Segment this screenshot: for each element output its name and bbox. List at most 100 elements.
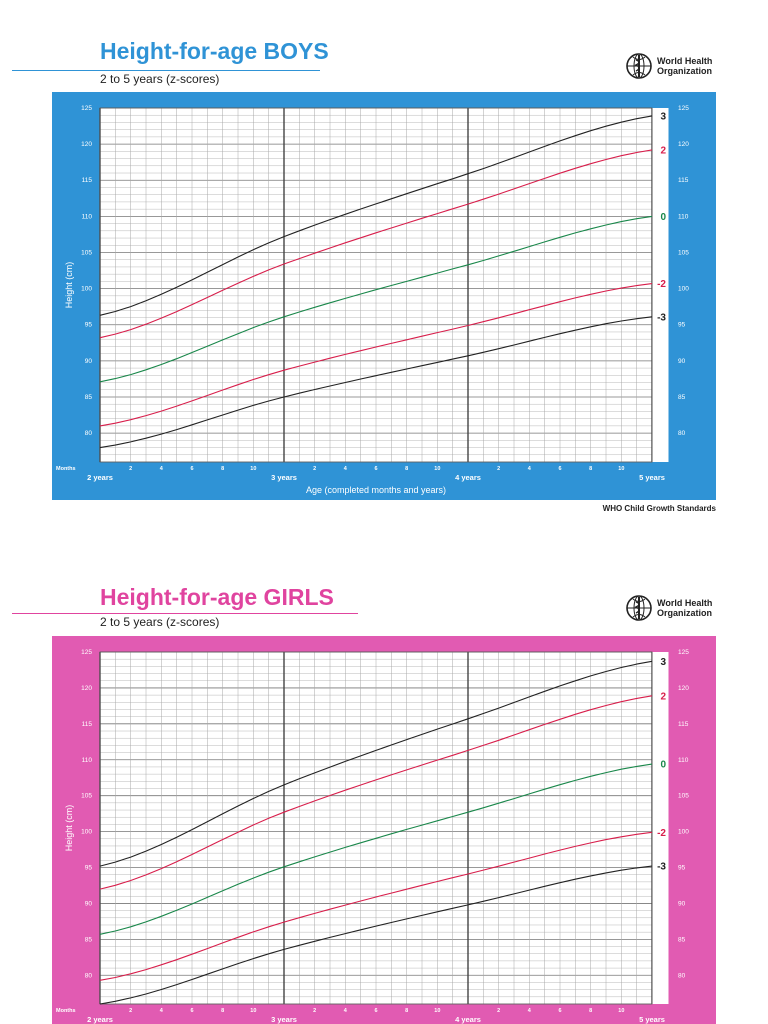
- girls-x-month-tick: 10: [618, 1008, 624, 1014]
- girls-series-label-z0: 0: [660, 760, 666, 771]
- girls-y-tick-left: 85: [85, 936, 93, 943]
- girls-y-tick-right: 105: [678, 793, 689, 800]
- boys-y-tick-left: 100: [81, 286, 92, 293]
- boys-x-month-tick: 4: [344, 466, 348, 472]
- boys-x-month-tick: 2: [497, 466, 500, 472]
- boys-footer: WHO Child Growth Standards: [602, 504, 716, 513]
- boys-y-tick-right: 125: [678, 105, 689, 112]
- boys-chart-panel: 80 80 85 85 90 90 95 95 100 100 105 105 110 110 115 115…: [52, 92, 716, 500]
- girls-x-month-tick: 10: [250, 1008, 256, 1014]
- girls-x-year-tick: 2 years: [87, 1015, 113, 1024]
- who-name-line1: World Health: [657, 56, 713, 66]
- girls-y-tick-left: 80: [85, 972, 93, 979]
- girls-x-month-tick: 6: [190, 1008, 193, 1014]
- boys-series-label-z-3: -3: [657, 312, 666, 323]
- boys-label-strip: [652, 108, 669, 462]
- girls-x-month-tick: 8: [589, 1008, 592, 1014]
- girls-y-tick-right: 125: [678, 649, 689, 656]
- girls-y-tick-left: 125: [81, 649, 92, 656]
- who-name-line2: Organization: [657, 66, 713, 76]
- boys-y-tick-right: 95: [678, 322, 686, 329]
- boys-y-tick-left: 85: [85, 394, 93, 401]
- boys-y-axis-label: Height (cm): [64, 262, 74, 309]
- boys-x-axis-label: Age (completed months and years): [306, 485, 446, 495]
- boys-y-tick-left: 125: [81, 105, 92, 112]
- girls-curve-z0: [99, 763, 653, 935]
- girls-y-tick-right: 95: [678, 865, 686, 872]
- girls-x-month-tick: 8: [405, 1008, 408, 1014]
- girls-x-month-tick: 8: [221, 1008, 224, 1014]
- boys-x-month-tick: 4: [160, 466, 164, 472]
- boys-x-month-tick: 6: [558, 466, 561, 472]
- girls-y-axis-label: Height (cm): [64, 805, 74, 852]
- boys-x-month-tick: 10: [250, 466, 256, 472]
- girls-series-label-z-3: -3: [657, 862, 666, 873]
- who-emblem-icon: [626, 53, 652, 79]
- girls-y-tick-left: 105: [81, 793, 92, 800]
- boys-y-tick-right: 100: [678, 286, 689, 293]
- boys-x-year-tick: 4 years: [455, 473, 481, 482]
- boys-y-tick-left: 115: [82, 177, 93, 184]
- boys-subtitle: 2 to 5 years (z-scores): [100, 72, 220, 86]
- boys-y-tick-right: 80: [678, 430, 686, 437]
- boys-x-month-tick: 10: [618, 466, 624, 472]
- boys-y-tick-right: 85: [678, 394, 686, 401]
- girls-y-tick-left: 95: [85, 865, 93, 872]
- boys-x-month-tick: 6: [190, 466, 193, 472]
- girls-x-year-tick: 4 years: [455, 1015, 481, 1024]
- girls-series-label-z2: 2: [660, 691, 666, 702]
- boys-x-year-tick: 3 years: [271, 473, 297, 482]
- who-name-line1: World Health: [657, 598, 713, 608]
- girls-title: Height-for-age GIRLS: [100, 584, 334, 610]
- girls-y-tick-right: 120: [678, 685, 689, 692]
- boys-x-month-tick: 10: [434, 466, 440, 472]
- boys-y-tick-right: 120: [678, 141, 689, 148]
- girls-who-logo: World Health Organization: [625, 594, 712, 622]
- boys-x-month-tick: 4: [528, 466, 532, 472]
- girls-x-month-tick: 4: [528, 1008, 532, 1014]
- boys-plot-border: [99, 107, 653, 463]
- girls-y-tick-right: 90: [678, 900, 686, 907]
- girls-series-label-z-2: -2: [657, 828, 666, 839]
- boys-x-month-tick: 8: [589, 466, 592, 472]
- girls-x-month-tick: 4: [344, 1008, 348, 1014]
- girls-y-tick-left: 120: [81, 685, 92, 692]
- boys-curve-z0: [99, 215, 653, 383]
- girls-y-tick-left: 115: [82, 721, 93, 728]
- boys-curve-z3: [99, 115, 653, 316]
- girls-y-tick-right: 85: [678, 936, 686, 943]
- who-name: World Health Organization: [657, 56, 712, 76]
- boys-x-month-tick: 8: [221, 466, 224, 472]
- boys-months-label: Months: [56, 466, 76, 472]
- girls-x-month-tick: 10: [434, 1008, 440, 1014]
- girls-x-month-tick: 4: [160, 1008, 164, 1014]
- girls-curve-z3: [99, 660, 653, 867]
- girls-series-label-z3: 3: [660, 657, 666, 668]
- boys-y-tick-left: 80: [85, 430, 93, 437]
- girls-y-tick-left: 90: [85, 900, 93, 907]
- boys-series-label-z-2: -2: [657, 279, 666, 290]
- boys-series-label-z0: 0: [660, 212, 666, 223]
- who-emblem-icon: [626, 595, 652, 621]
- who-name-line2: Organization: [657, 608, 713, 618]
- boys-section: Height-for-age BOYS 2 to 5 years (z-scor…: [12, 38, 716, 513]
- boys-curve-z-2: [99, 283, 653, 427]
- girls-x-month-tick: 2: [497, 1008, 500, 1014]
- girls-subtitle: 2 to 5 years (z-scores): [100, 615, 220, 629]
- girls-x-year-tick: 3 years: [271, 1015, 297, 1024]
- girls-y-tick-right: 100: [678, 829, 689, 836]
- who-name: World Health Organization: [657, 598, 712, 618]
- girls-curve-z-2: [99, 831, 653, 981]
- girls-title-rule: [12, 613, 358, 614]
- girls-y-tick-left: 100: [81, 829, 92, 836]
- boys-curve-z2: [99, 149, 653, 339]
- boys-y-tick-left: 105: [81, 249, 92, 256]
- boys-y-tick-right: 115: [678, 177, 689, 184]
- girls-y-tick-right: 80: [678, 972, 686, 979]
- girls-x-month-tick: 2: [129, 1008, 132, 1014]
- boys-y-tick-left: 95: [85, 322, 93, 329]
- girls-x-month-tick: 6: [558, 1008, 561, 1014]
